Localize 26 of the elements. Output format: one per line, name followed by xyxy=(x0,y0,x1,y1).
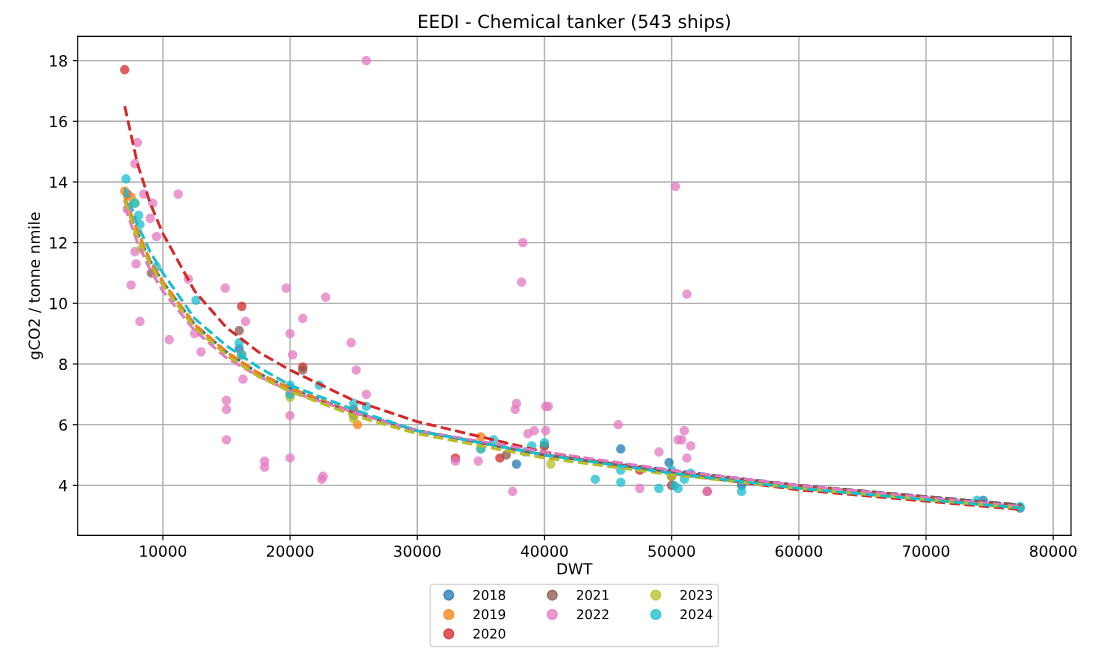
y-tick-label: 10 xyxy=(50,297,67,310)
legend-label: 2019 xyxy=(473,609,506,620)
x-tick-label: 60000 xyxy=(775,545,823,557)
legend-label: 2024 xyxy=(680,609,713,620)
x-tick-label: 30000 xyxy=(394,545,441,557)
legend-label: 2022 xyxy=(577,609,609,620)
y-tick-label: 14 xyxy=(50,176,68,188)
y-axis-title: gCO2 / tonne nmile xyxy=(28,212,43,360)
legend-label: 2020 xyxy=(473,628,506,639)
y-tick-label: 8 xyxy=(59,358,67,371)
x-tick-label: 50000 xyxy=(648,545,695,557)
chart-title: EEDI - Chemical tanker (543 ships) xyxy=(419,14,730,32)
x-tick-label: 10000 xyxy=(140,545,187,557)
x-tick-label: 70000 xyxy=(902,545,950,557)
legend-label: 2018 xyxy=(473,589,506,600)
y-tick-label: 18 xyxy=(50,55,67,67)
y-tick-label: 12 xyxy=(50,237,67,249)
legend-label: 2021 xyxy=(577,589,609,600)
y-tick-label: 4 xyxy=(58,480,68,492)
x-tick-label: 40000 xyxy=(520,545,568,557)
y-tick-label: 6 xyxy=(59,419,67,431)
x-axis-title: DWT xyxy=(557,563,593,575)
y-tick-label: 16 xyxy=(50,115,67,128)
x-tick-label: 80000 xyxy=(1029,545,1077,557)
legend-label: 2023 xyxy=(680,589,713,600)
x-tick-label: 20000 xyxy=(266,545,314,557)
